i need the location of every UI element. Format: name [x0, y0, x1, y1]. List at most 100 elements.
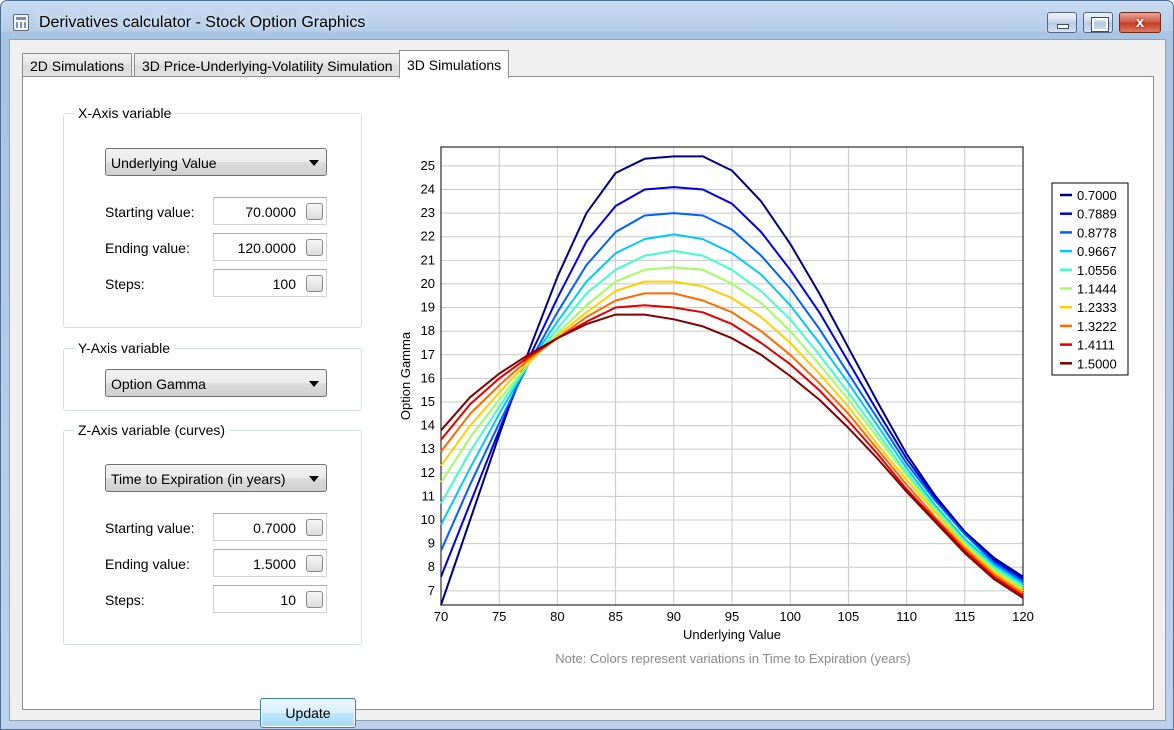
- y-tick-label: 9: [428, 536, 435, 551]
- legend-entry: 1.4111: [1077, 338, 1115, 353]
- legend-entry: 0.8778: [1077, 225, 1117, 240]
- z-steps-picker-button[interactable]: [306, 591, 323, 608]
- z-starting-label: Starting value:: [105, 520, 195, 536]
- tab-3d-simulations[interactable]: 3D Simulations: [399, 50, 510, 78]
- z-starting-value: 0.7000: [253, 520, 296, 536]
- y-tick-label: 16: [421, 370, 435, 385]
- x-tick-label: 105: [838, 609, 860, 624]
- y-tick-label: 15: [421, 394, 435, 409]
- x-axis-group-title: X-Axis variable: [74, 105, 176, 121]
- y-axis-selected-value: Option Gamma: [111, 376, 206, 392]
- x-tick-label: 80: [550, 609, 564, 624]
- z-starting-picker-button[interactable]: [306, 519, 323, 536]
- y-tick-label: 21: [421, 252, 435, 267]
- x-axis-label: Underlying Value: [683, 627, 781, 642]
- z-starting-field[interactable]: 0.7000: [213, 513, 327, 541]
- z-ending-label: Ending value:: [105, 556, 190, 572]
- chevron-down-icon: [309, 476, 319, 482]
- update-button[interactable]: Update: [260, 698, 356, 728]
- x-tick-label: 110: [896, 609, 917, 624]
- y-tick-label: 20: [421, 276, 435, 291]
- series-line-2: [440, 186, 1024, 580]
- x-ending-label: Ending value:: [105, 240, 190, 256]
- minimize-button[interactable]: [1047, 12, 1077, 33]
- y-axis-group: Y-Axis variable Option Gamma: [63, 340, 362, 411]
- x-axis-selected-value: Underlying Value: [111, 155, 217, 171]
- y-tick-label: 17: [421, 347, 435, 362]
- series-line-3: [440, 212, 1024, 583]
- y-tick-label: 8: [428, 559, 435, 574]
- x-tick-label: 100: [779, 609, 801, 624]
- x-axis-group: X-Axis variable Underlying Value Startin…: [63, 105, 362, 328]
- close-button[interactable]: x: [1119, 12, 1161, 33]
- chevron-down-icon: [309, 381, 319, 387]
- legend-entry: 0.7889: [1077, 207, 1117, 222]
- y-axis-label: Option Gamma: [398, 331, 413, 420]
- x-steps-field[interactable]: 100: [213, 269, 327, 297]
- x-starting-picker-button[interactable]: [306, 203, 323, 220]
- x-tick-label: 95: [725, 609, 739, 624]
- plot-frame: [440, 146, 1024, 606]
- y-tick-label: 24: [421, 181, 435, 196]
- y-tick-label: 13: [421, 441, 435, 456]
- tab-3d-price-underlying-volatility[interactable]: 3D Price-Underlying-Volatility Simulatio…: [134, 53, 401, 77]
- legend-box: [1051, 182, 1129, 376]
- gamma-chart: 70 75 80 85 90 95 100 105 110 115 120 7 8 9 10 11 12 13 14…: [398, 146, 1129, 666]
- z-steps-label: Steps:: [105, 592, 145, 608]
- x-ending-value: 120.0000: [237, 240, 296, 256]
- z-steps-value: 10: [280, 592, 296, 608]
- y-tick-label: 14: [421, 418, 435, 433]
- x-tick-label: 90: [667, 609, 681, 624]
- x-steps-picker-button[interactable]: [306, 275, 323, 292]
- y-tick-label: 23: [421, 205, 435, 220]
- y-axis-variable-select[interactable]: Option Gamma: [105, 369, 327, 397]
- z-axis-variable-select[interactable]: Time to Expiration (in years): [105, 464, 327, 492]
- x-ending-field[interactable]: 120.0000: [213, 233, 327, 261]
- y-tick-label: 7: [428, 583, 435, 598]
- z-ending-field[interactable]: 1.5000: [213, 549, 327, 577]
- x-tick-label: 75: [492, 609, 506, 624]
- y-axis-group-title: Y-Axis variable: [74, 340, 175, 356]
- z-steps-field[interactable]: 10: [213, 585, 327, 613]
- y-tick-label: 19: [421, 300, 435, 315]
- z-axis-group-title: Z-Axis variable (curves): [74, 422, 230, 438]
- tab-2d-simulations[interactable]: 2D Simulations: [22, 53, 133, 77]
- z-axis-selected-value: Time to Expiration (in years): [111, 471, 286, 487]
- series-line-8: [440, 292, 1024, 595]
- legend-entry: 1.5000: [1077, 356, 1117, 371]
- x-starting-label: Starting value:: [105, 204, 195, 220]
- legend-entry: 1.1444: [1077, 282, 1117, 297]
- y-tick-label: 10: [421, 512, 435, 527]
- calculator-icon: [13, 14, 29, 31]
- y-tick-label: 12: [421, 465, 435, 480]
- x-axis-variable-select[interactable]: Underlying Value: [105, 148, 327, 176]
- series-line-1: [440, 155, 1024, 606]
- chevron-down-icon: [309, 160, 319, 166]
- z-ending-value: 1.5000: [253, 556, 296, 572]
- x-starting-value: 70.0000: [245, 204, 296, 220]
- client-area: 2D Simulations 3D Price-Underlying-Volat…: [9, 39, 1166, 728]
- x-tick-label: 70: [434, 609, 448, 624]
- legend-entry: 1.3222: [1077, 319, 1117, 334]
- y-tick-label: 11: [422, 488, 436, 503]
- x-starting-field[interactable]: 70.0000: [213, 197, 327, 225]
- x-steps-label: Steps:: [105, 276, 145, 292]
- tab-panel: X-Axis variable Underlying Value Startin…: [22, 76, 1154, 728]
- x-steps-value: 100: [272, 276, 296, 292]
- z-ending-picker-button[interactable]: [306, 555, 323, 572]
- z-axis-group: Z-Axis variable (curves) Time to Expirat…: [63, 422, 362, 645]
- x-ending-picker-button[interactable]: [306, 239, 323, 256]
- y-tick-label: 25: [421, 158, 435, 173]
- legend-entry: 1.2333: [1077, 300, 1117, 315]
- legend-entry: 1.0556: [1077, 263, 1117, 278]
- title-bar[interactable]: Derivatives calculator - Stock Option Gr…: [1, 1, 1173, 41]
- maximize-button[interactable]: [1083, 12, 1113, 33]
- legend-entry: 0.9667: [1077, 244, 1117, 259]
- series-line-9: [440, 304, 1024, 597]
- legend-entry: 0.7000: [1077, 188, 1117, 203]
- close-icon: x: [1135, 14, 1145, 31]
- series-line-10: [440, 313, 1024, 599]
- y-tick-label: 22: [421, 229, 435, 244]
- y-tick-label: 18: [421, 323, 435, 338]
